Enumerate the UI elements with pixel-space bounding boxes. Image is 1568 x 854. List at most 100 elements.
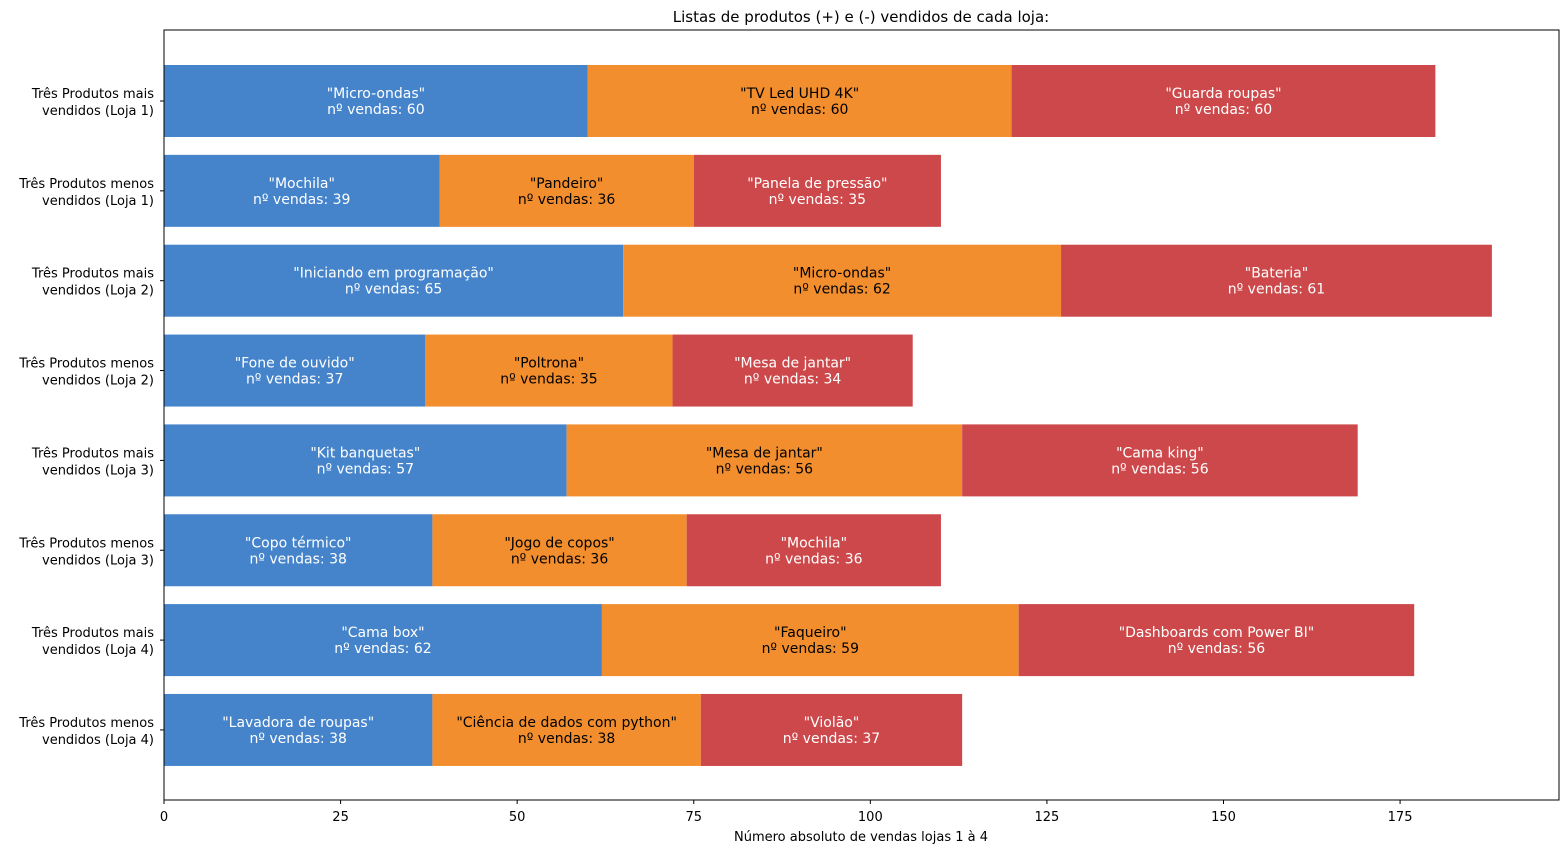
bar-value-label: nº vendas: 38 — [249, 551, 346, 567]
bar-value-label: nº vendas: 56 — [1168, 641, 1266, 657]
bar-value-label: nº vendas: 61 — [1228, 282, 1325, 298]
x-axis-label: Número absoluto de vendas lojas 1 à 4 — [734, 830, 988, 845]
bar-segment — [425, 334, 673, 407]
bar-segment — [432, 693, 701, 766]
bar-value-label: nº vendas: 57 — [317, 461, 414, 477]
bar-product-label: "Micro-ondas" — [793, 266, 891, 282]
bar-product-label: "Fone de ouvido" — [235, 356, 355, 372]
bar-product-label: "Guarda roupas" — [1165, 86, 1281, 102]
bar-product-label: "Bateria" — [1245, 266, 1308, 282]
bar-value-label: nº vendas: 65 — [345, 282, 442, 298]
y-tick-label: vendidos (Loja 4) — [42, 733, 154, 748]
bar-value-label: nº vendas: 60 — [1175, 102, 1272, 118]
bar-product-label: "Jogo de copos" — [504, 535, 614, 551]
bar-segment — [566, 424, 963, 497]
y-tick-label: vendidos (Loja 4) — [42, 643, 154, 658]
bar-value-label: nº vendas: 56 — [716, 461, 814, 477]
bar-segment — [432, 514, 687, 587]
y-tick-label: vendidos (Loja 1) — [42, 194, 154, 209]
x-tick-label: 125 — [1034, 810, 1059, 825]
x-tick-label: 175 — [1388, 810, 1413, 825]
bar-value-label: nº vendas: 37 — [246, 372, 343, 388]
y-tick-label: Três Produtos menos — [18, 177, 154, 192]
y-tick-label: vendidos (Loja 3) — [42, 463, 154, 478]
bar-segment — [164, 154, 440, 227]
bar-product-label: "Cama king" — [1116, 445, 1204, 461]
y-tick-label: Três Produtos menos — [18, 536, 154, 551]
x-tick-label: 100 — [858, 810, 883, 825]
bar-value-label: nº vendas: 37 — [783, 731, 880, 747]
bars-layer: "Micro-ondas"nº vendas: 60"TV Led UHD 4K… — [164, 65, 1492, 766]
bar-segment — [164, 65, 588, 137]
bar-segment — [962, 424, 1358, 497]
bar-segment — [164, 514, 433, 587]
x-tick-label: 150 — [1211, 810, 1236, 825]
chart-title: Listas de produtos (+) e (-) vendidos de… — [673, 8, 1049, 26]
bar-segment — [700, 693, 963, 766]
bar-segment — [439, 154, 694, 227]
bar-segment — [164, 604, 602, 677]
bar-segment — [686, 514, 941, 587]
x-tick-label: 0 — [160, 810, 168, 825]
bar-value-label: nº vendas: 35 — [500, 372, 597, 388]
bar-segment — [623, 244, 1062, 317]
bar-value-label: nº vendas: 62 — [793, 282, 890, 298]
bar-product-label: "Ciência de dados com python" — [456, 715, 677, 731]
bar-value-label: nº vendas: 60 — [327, 102, 424, 118]
bar-product-label: "Iniciando em programação" — [293, 266, 494, 282]
bar-value-label: nº vendas: 39 — [253, 192, 350, 208]
bar-product-label: "Panela de pressão" — [747, 176, 887, 192]
bar-product-label: "Pandeiro" — [530, 176, 604, 192]
bar-segment — [587, 65, 1012, 137]
bar-segment — [672, 334, 913, 407]
bar-product-label: "Mochila" — [781, 535, 847, 551]
bar-product-label: "TV Led UHD 4K" — [740, 86, 859, 102]
bar-segment — [164, 334, 426, 407]
y-tick-label: Três Produtos menos — [18, 716, 154, 731]
y-tick-label: Três Produtos mais — [31, 626, 154, 641]
bar-product-label: "Mesa de jantar" — [706, 445, 823, 461]
axes-layer: Três Produtos mais vendidos (Loja 1) Três … — [18, 29, 1560, 825]
plot-frame — [163, 29, 1560, 801]
x-tick-label: 25 — [332, 810, 349, 825]
y-tick-label: vendidos (Loja 2) — [42, 374, 154, 389]
bar-value-label: nº vendas: 34 — [744, 372, 842, 388]
y-tick-label: vendidos (Loja 2) — [42, 284, 154, 299]
bar-value-label: nº vendas: 38 — [518, 731, 615, 747]
bar-value-label: nº vendas: 36 — [511, 551, 609, 567]
y-tick-label: vendidos (Loja 3) — [42, 553, 154, 568]
bar-value-label: nº vendas: 36 — [765, 551, 863, 567]
bar-value-label: nº vendas: 36 — [518, 192, 616, 208]
bar-segment — [1061, 244, 1492, 317]
bar-segment — [693, 154, 941, 227]
bar-segment — [164, 424, 567, 497]
y-tick-label: vendidos (Loja 1) — [42, 104, 154, 119]
x-tick-label: 50 — [509, 810, 526, 825]
x-tick-label: 75 — [685, 810, 702, 825]
bar-product-label: "Poltrona" — [514, 356, 584, 372]
bar-product-label: "Kit banquetas" — [310, 445, 420, 461]
bar-product-label: "Lavadora de roupas" — [222, 715, 374, 731]
bar-value-label: nº vendas: 62 — [334, 641, 431, 657]
bar-segment — [164, 693, 433, 766]
y-tick-label: Três Produtos menos — [18, 357, 154, 372]
bar-product-label: "Micro-ondas" — [327, 86, 425, 102]
y-tick-label: Três Produtos mais — [31, 446, 154, 461]
bar-product-label: "Violão" — [804, 715, 860, 731]
bar-value-label: nº vendas: 35 — [769, 192, 866, 208]
bar-product-label: "Dashboards com Power BI" — [1119, 625, 1314, 641]
bar-product-label: "Faqueiro" — [774, 625, 847, 641]
bar-product-label: "Mochila" — [269, 176, 335, 192]
bar-segment — [164, 244, 624, 317]
bar-value-label: nº vendas: 59 — [762, 641, 859, 657]
bar-value-label: nº vendas: 38 — [249, 731, 346, 747]
bar-segment — [1018, 604, 1415, 677]
bar-product-label: "Cama box" — [341, 625, 424, 641]
bar-product-label: "Copo térmico" — [245, 535, 352, 551]
bar-segment — [1011, 65, 1436, 137]
bar-product-label: "Mesa de jantar" — [734, 356, 851, 372]
y-tick-label: Três Produtos mais — [31, 267, 154, 282]
y-tick-label: Três Produtos mais — [31, 87, 154, 102]
bar-value-label: nº vendas: 56 — [1111, 461, 1209, 477]
